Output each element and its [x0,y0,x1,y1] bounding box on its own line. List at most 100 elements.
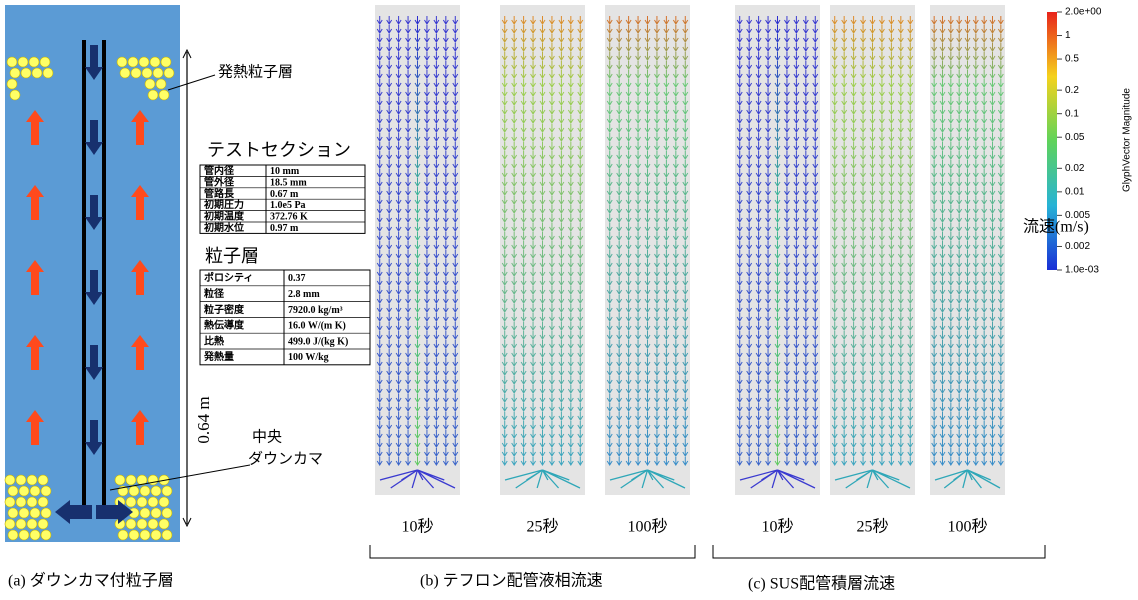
particle [41,508,51,518]
particle [159,519,169,529]
table-cell: 10 mm [270,166,300,177]
particle [129,530,139,540]
particle [8,508,18,518]
table-title: 粒子層 [205,246,259,266]
time-label: 100秒 [627,518,667,536]
bracket [370,545,695,558]
particle [162,486,172,496]
particle [29,57,39,67]
particle [19,508,29,518]
particle [139,57,149,67]
table-cell: 499.0 J/(kg K) [288,336,348,347]
table: 管内径10 mm管外径18.5 mm管路長0.67 m初期圧力1.0e5 Pa初… [200,164,365,234]
table-cell: 初期圧力 [203,198,244,211]
particle [18,57,28,67]
colorbar-tick-label: 0.05 [1065,132,1085,143]
caption: (a) ダウンカマ付粒子層 [8,572,174,590]
table-cell: 7920.0 kg/m³ [288,305,343,316]
particle [148,519,158,529]
particle [10,68,20,78]
downcomer-label: 中央 [252,428,282,445]
figure: 0.64 m 発熱粒子層 中央 ダウンカマ (a) ダウンカマ付粒子層 テストセ… [0,0,1138,600]
particle [137,497,147,507]
particle [27,475,37,485]
colorbar-tick-label: 0.01 [1065,186,1085,197]
table-title: テストセクション [207,140,351,160]
particle [126,519,136,529]
particle [151,508,161,518]
particle [140,486,150,496]
downcomer-label: ダウンカマ [248,450,323,467]
particle [8,530,18,540]
particle [41,530,51,540]
particle [5,497,15,507]
heat-layer-label: 発熱粒子層 [218,63,293,80]
colorbar-tick-label: 1 [1065,30,1071,41]
particle [30,530,40,540]
particle [145,79,155,89]
particle [164,68,174,78]
particle [16,519,26,529]
particle [10,90,20,100]
colorbar-tick-label: 0.02 [1065,163,1085,174]
particle [148,497,158,507]
colorbar-tick-label: 2.0e+00 [1065,7,1102,18]
particle [27,519,37,529]
particle [148,475,158,485]
particle [38,497,48,507]
table-cell: 0.67 m [270,189,299,200]
time-label: 100秒 [947,518,987,536]
particle [140,508,150,518]
particle [128,57,138,67]
particle [120,68,130,78]
particle [32,68,42,78]
table-cell: 100 W/kg [288,352,329,363]
table-cell: 発熱量 [203,350,234,363]
particle [140,530,150,540]
time-label: 25秒 [526,518,558,536]
particle [162,530,172,540]
bracket [713,545,1045,558]
particle [151,486,161,496]
table-cell: 管内径 [203,164,235,177]
table-cell: 0.97 m [270,223,299,234]
particle [162,508,172,518]
colorbar-tick-label: 0.2 [1065,85,1079,96]
unit-label: 流速(m/s) [1023,218,1089,236]
particle [21,68,31,78]
caption: (c) SUS配管積層流速 [748,575,895,593]
table-cell: 1.0e5 Pa [270,200,306,211]
particle [151,530,161,540]
particle [161,57,171,67]
caption: (b) テフロン配管液相流速 [420,572,603,590]
table-cell: 粒子密度 [204,303,245,316]
particle [5,519,15,529]
vector-fields [375,5,1005,495]
table-cell: 2.8 mm [288,289,320,300]
particle [129,486,139,496]
colorbar-tick-label: 0.5 [1065,54,1079,65]
table-cell: ポロシティ [204,271,253,284]
particle [19,486,29,496]
particle [137,519,147,529]
time-label: 10秒 [401,518,433,536]
particle [117,57,127,67]
time-label: 25秒 [856,518,888,536]
table-cell: 18.5 mm [270,177,307,188]
table-cell: 比熱 [204,334,224,347]
table-cell: 熱伝導度 [204,319,245,332]
particle [156,79,166,89]
particle [40,57,50,67]
particle [142,68,152,78]
particle [115,475,125,485]
colorbar-tick-label: 0.1 [1065,108,1079,119]
particle [7,57,17,67]
particle [27,497,37,507]
colorbar-tick-label: 1.0e-03 [1065,265,1099,276]
particle [38,519,48,529]
particle [8,486,18,496]
particle [153,68,163,78]
particle [41,486,51,496]
